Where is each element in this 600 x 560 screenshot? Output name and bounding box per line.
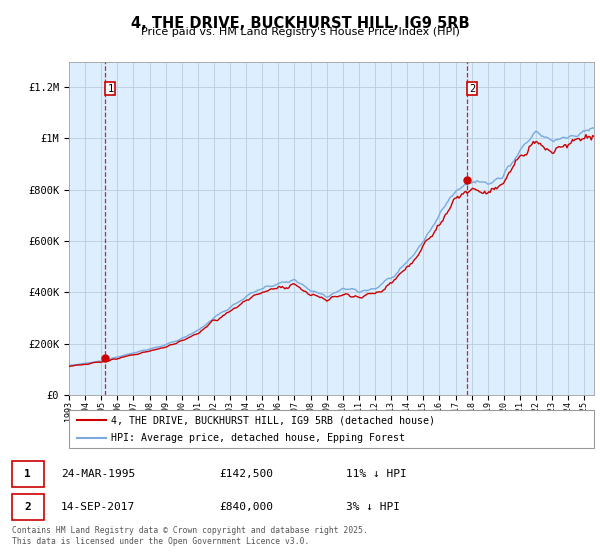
Text: Contains HM Land Registry data © Crown copyright and database right 2025.
This d: Contains HM Land Registry data © Crown c… (12, 526, 368, 546)
Text: 4, THE DRIVE, BUCKHURST HILL, IG9 5RB (detached house): 4, THE DRIVE, BUCKHURST HILL, IG9 5RB (d… (111, 415, 435, 425)
Text: 3% ↓ HPI: 3% ↓ HPI (346, 502, 400, 512)
Text: 24-MAR-1995: 24-MAR-1995 (61, 469, 135, 479)
FancyBboxPatch shape (12, 461, 44, 487)
Text: 11% ↓ HPI: 11% ↓ HPI (346, 469, 407, 479)
Text: Price paid vs. HM Land Registry's House Price Index (HPI): Price paid vs. HM Land Registry's House … (140, 27, 460, 37)
Text: 1: 1 (24, 469, 31, 479)
Text: £840,000: £840,000 (220, 502, 274, 512)
Text: 4, THE DRIVE, BUCKHURST HILL, IG9 5RB: 4, THE DRIVE, BUCKHURST HILL, IG9 5RB (131, 16, 469, 31)
Text: 1: 1 (107, 83, 113, 94)
FancyBboxPatch shape (12, 494, 44, 520)
Text: 2: 2 (24, 502, 31, 512)
Text: HPI: Average price, detached house, Epping Forest: HPI: Average price, detached house, Eppi… (111, 433, 405, 443)
Text: 2: 2 (469, 83, 476, 94)
Text: 14-SEP-2017: 14-SEP-2017 (61, 502, 135, 512)
Text: £142,500: £142,500 (220, 469, 274, 479)
FancyBboxPatch shape (69, 410, 594, 448)
